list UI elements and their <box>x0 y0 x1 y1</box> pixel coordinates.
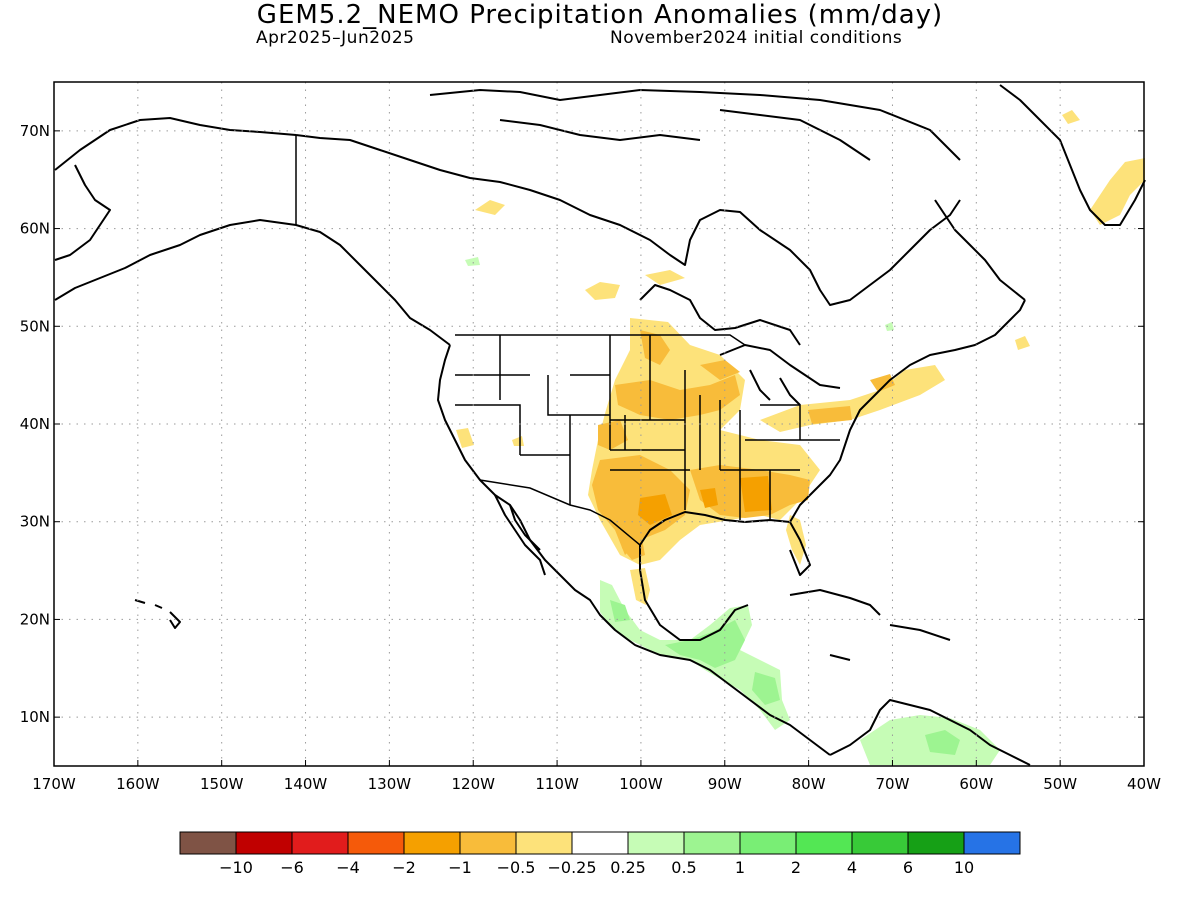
arctic-islands <box>429 89 961 161</box>
lat-lon-gridlines <box>53 82 1145 766</box>
dry-anomaly-greenland <box>1062 110 1145 225</box>
colorbar-label: −0.25 <box>547 858 596 877</box>
colorbar-swatch <box>291 831 349 855</box>
colorbar-swatch <box>851 831 909 855</box>
lat-tick-label: 50N <box>20 317 50 335</box>
moderate-dry-mexico-north <box>620 528 645 560</box>
dry-anomaly-canada <box>475 200 685 300</box>
lat-tick-label: 60N <box>20 220 50 238</box>
moderate-dry-northern-plains <box>640 330 670 365</box>
colorbar-swatch <box>795 831 853 855</box>
colorbar-swatch <box>683 831 741 855</box>
alaska-coastline <box>54 117 451 346</box>
colorbar-label: 6 <box>903 858 913 877</box>
initial-conditions: November2024 initial conditions <box>610 28 903 48</box>
lon-tick-label: 120W <box>451 775 495 793</box>
cuba-caribbean <box>789 589 951 661</box>
moderate-wet-central-america <box>610 600 780 705</box>
hudson-bay <box>639 284 801 346</box>
colorbar-swatch <box>459 831 517 855</box>
colorbar-labels: −10 −6 −4 −2 −1 −0.5 −0.25 0.25 0.5 1 2 4 6 10 <box>219 858 974 877</box>
lon-tick-label: 110W <box>535 775 579 793</box>
lon-tick-label: 80W <box>792 775 826 793</box>
lat-tick-label: 20N <box>20 610 50 628</box>
dry-anomaly-newfoundland <box>1015 336 1030 350</box>
colorbar-label: 1 <box>735 858 745 877</box>
colorbar-swatch <box>235 831 293 855</box>
colorbar-swatch <box>571 831 629 855</box>
south-america-coast <box>829 699 1031 766</box>
lat-tick-label: 40N <box>20 415 50 433</box>
colorbar-label: 4 <box>847 858 857 877</box>
lon-tick-label: 50W <box>1043 775 1077 793</box>
anomaly-shading <box>456 110 1145 765</box>
lon-tick-label: 40W <box>1127 775 1161 793</box>
moderate-dry-midwest <box>615 360 740 420</box>
map-title: GEM5.2_NEMO Precipitation Anomalies (mm/… <box>256 0 944 30</box>
colorbar-swatch <box>515 831 573 855</box>
greenland-coast <box>999 84 1146 226</box>
colorbar <box>179 831 1021 855</box>
colorbar-label: −10 <box>219 858 253 877</box>
political-borders <box>295 135 840 546</box>
moderate-wet-venezuela <box>925 730 960 755</box>
map-frame <box>53 81 1145 767</box>
lon-tick-label: 160W <box>116 775 160 793</box>
colorbar-label: 2 <box>791 858 801 877</box>
lon-tick-label: 70W <box>876 775 910 793</box>
latitude-labels: 10N 20N 30N 40N 50N 60N 70N <box>20 122 50 726</box>
colorbar-swatch <box>907 831 965 855</box>
dry-anomaly-great-lakes <box>760 365 945 432</box>
colorbar-label: 0.25 <box>610 858 646 877</box>
lat-tick-label: 70N <box>20 122 50 140</box>
lat-tick-label: 10N <box>20 708 50 726</box>
lon-tick-label: 140W <box>284 775 328 793</box>
lon-tick-label: 90W <box>708 775 742 793</box>
strong-dry-texas <box>638 488 718 525</box>
strong-dry-alabama <box>740 476 772 512</box>
labrador-coast <box>934 199 1026 301</box>
colorbar-swatch <box>347 831 405 855</box>
west-coast <box>437 344 831 756</box>
arctic-coastline <box>295 134 961 306</box>
longitude-labels: 170W 160W 150W 140W 130W 120W 110W 100W 90W 80W 70… <box>32 775 1161 793</box>
lon-tick-label: 130W <box>368 775 412 793</box>
lon-tick-label: 60W <box>959 775 993 793</box>
colorbar-swatch <box>627 831 685 855</box>
dry-anomaly-florida <box>786 515 806 565</box>
colorbar-swatch <box>403 831 461 855</box>
us-canada-border <box>455 334 746 346</box>
colorbar-swatch <box>179 831 237 855</box>
colorbar-swatch <box>963 831 1021 855</box>
colorbar-label: −6 <box>280 858 304 877</box>
moderate-dry-colorado <box>598 420 628 450</box>
lon-tick-label: 150W <box>200 775 244 793</box>
dry-anomaly-west <box>456 428 524 448</box>
colorbar-label: 10 <box>954 858 974 877</box>
colorbar-label: −1 <box>448 858 472 877</box>
colorbar-label: −4 <box>336 858 360 877</box>
hawaii <box>134 599 181 629</box>
colorbar-label: −2 <box>392 858 416 877</box>
lon-tick-label: 100W <box>619 775 663 793</box>
colorbar-label: 0.5 <box>671 858 696 877</box>
moderate-dry-northeast <box>808 374 895 424</box>
east-coast <box>789 299 1026 523</box>
baja-california <box>494 494 546 576</box>
us-mexico-border <box>479 479 641 546</box>
state-borders <box>455 335 840 520</box>
lon-tick-label: 170W <box>32 775 76 793</box>
colorbar-label: −0.5 <box>497 858 536 877</box>
lat-tick-label: 30N <box>20 513 50 531</box>
colorbar-swatch <box>739 831 797 855</box>
forecast-period: Apr2025–Jun2025 <box>256 28 415 48</box>
